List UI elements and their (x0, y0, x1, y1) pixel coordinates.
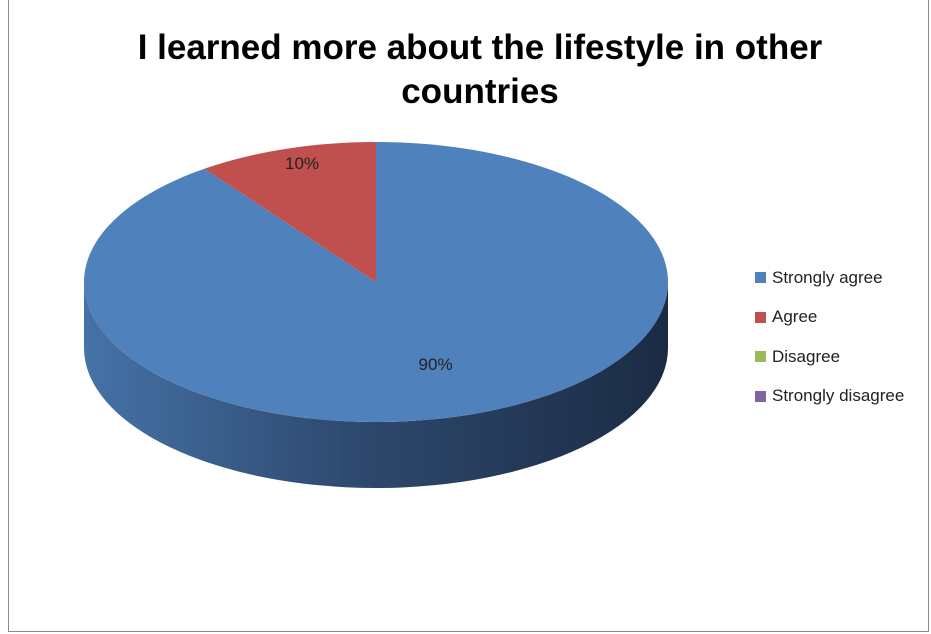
legend-swatch (755, 390, 766, 402)
legend-label: Disagree (772, 346, 841, 366)
legend-label: Agree (772, 307, 818, 327)
legend-label: Strongly agree (772, 267, 883, 287)
chart-title-line-2: countries (401, 72, 559, 111)
chart-title: I learned more about the lifestyle in ot… (30, 26, 930, 114)
data-label-strongly-agree: 90% (419, 355, 453, 374)
legend-item-strongly-agree: Strongly agree (755, 258, 925, 298)
pie-slice-agree (204, 142, 376, 282)
chart-title-line-1: I learned more about the lifestyle in ot… (137, 28, 823, 67)
legend-item-strongly-disagree: Strongly disagree (755, 377, 925, 417)
legend-item-disagree: Disagree (755, 337, 925, 377)
legend-swatch (755, 351, 766, 363)
pie-side-strongly-agree (84, 282, 668, 488)
legend-swatch (755, 272, 766, 284)
legend-item-agree: Agree (755, 298, 925, 338)
legend-swatch (755, 311, 766, 323)
legend: Strongly agree Agree Disagree Strongly d… (755, 258, 925, 416)
legend-label: Strongly disagree (772, 386, 905, 406)
data-label-agree: 10% (285, 154, 319, 173)
